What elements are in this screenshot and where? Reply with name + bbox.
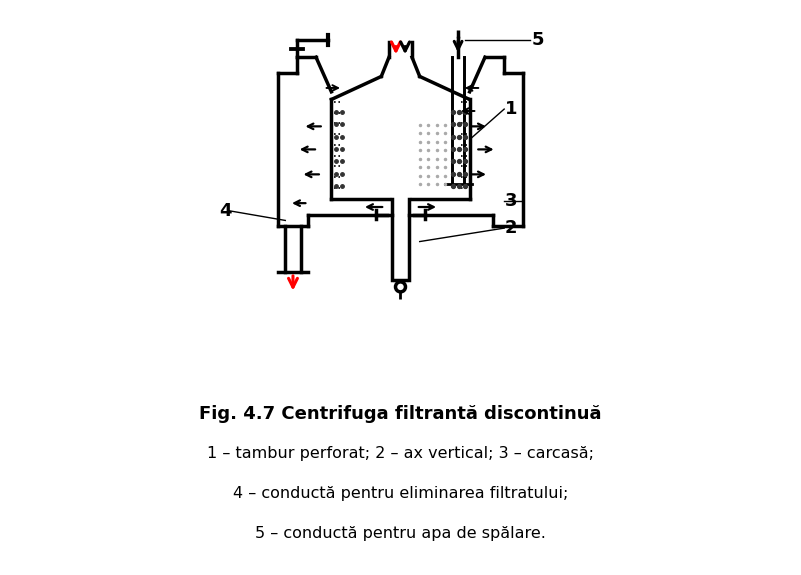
Text: 5 – conductă pentru apa de spălare.: 5 – conductă pentru apa de spălare. xyxy=(255,526,546,541)
Text: 3: 3 xyxy=(505,192,517,210)
Text: 4: 4 xyxy=(219,202,231,220)
Text: 5: 5 xyxy=(532,31,545,49)
Text: 1 – tambur perforat; 2 – ax vertical; 3 – carcasă;: 1 – tambur perforat; 2 – ax vertical; 3 … xyxy=(207,446,594,461)
Text: 1: 1 xyxy=(505,100,517,118)
Text: 2: 2 xyxy=(505,219,517,237)
Text: 4 – conductă pentru eliminarea filtratului;: 4 – conductă pentru eliminarea filtratul… xyxy=(233,486,568,501)
Text: Fig. 4.7 Centrifuga filtrantă discontinuă: Fig. 4.7 Centrifuga filtrantă discontinu… xyxy=(199,405,602,423)
